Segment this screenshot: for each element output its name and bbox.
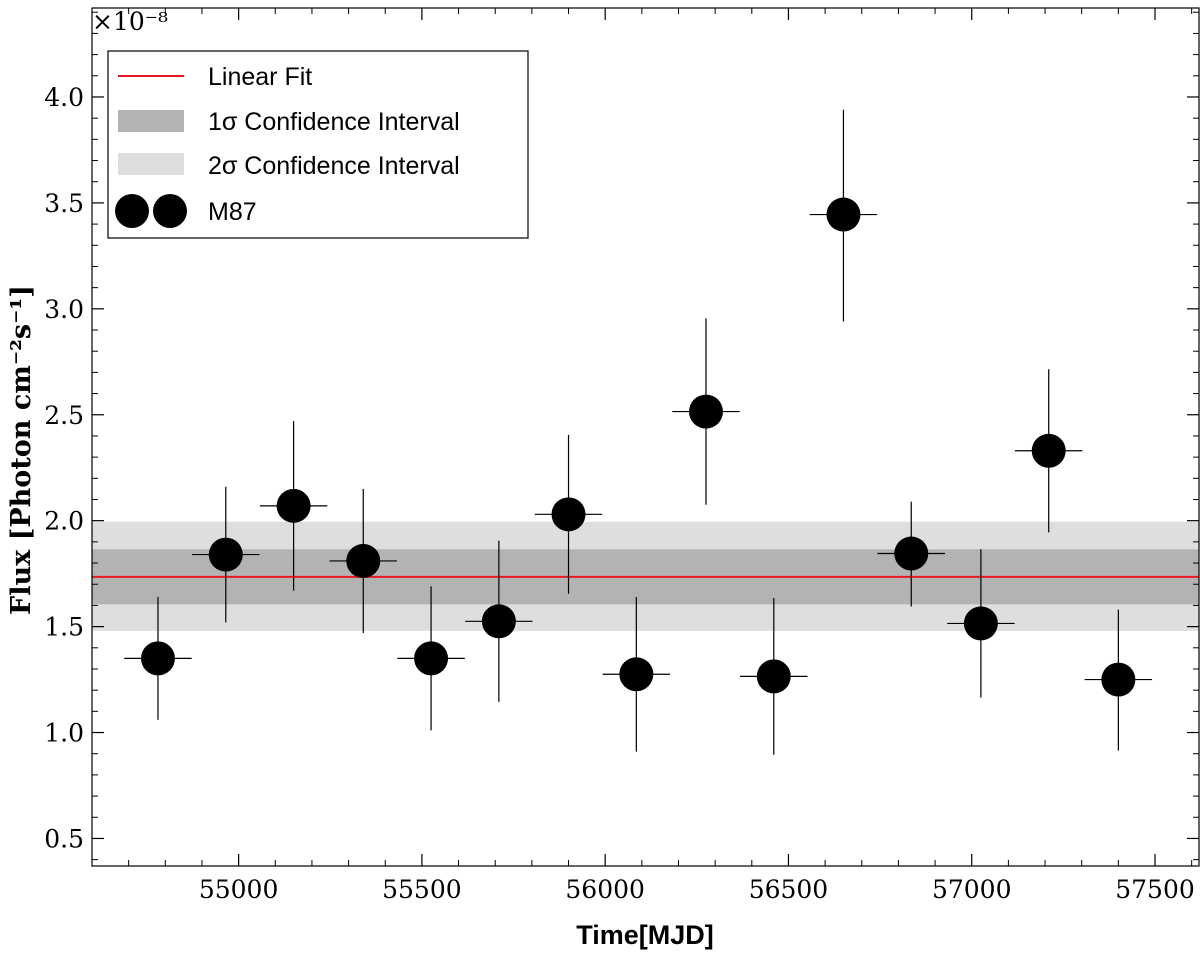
legend-series-label: M87 xyxy=(208,198,257,226)
data-point-12 xyxy=(877,501,945,607)
data-point-8 xyxy=(602,596,671,752)
data-point-13 xyxy=(947,549,1015,698)
data-point-3 xyxy=(259,421,328,591)
marker xyxy=(208,537,243,572)
marker xyxy=(1101,662,1136,697)
marker xyxy=(963,606,998,641)
marker xyxy=(276,488,311,523)
x-axis-label: Time[MJD] xyxy=(576,920,714,950)
legend-sigma1-label: 1σ Confidence Interval xyxy=(208,108,460,136)
y-tick-label: 2.5 xyxy=(44,401,84,430)
marker xyxy=(826,197,861,232)
legend-marker-2 xyxy=(153,194,187,228)
y-tick-label: 3.5 xyxy=(44,189,84,218)
x-tick-label: 56500 xyxy=(749,875,829,904)
marker xyxy=(481,604,516,639)
y-tick-label: 3.0 xyxy=(44,295,84,324)
data-points xyxy=(124,109,1153,755)
marker xyxy=(688,394,723,429)
data-point-7 xyxy=(534,434,603,594)
legend-marker-1 xyxy=(115,194,149,228)
plot-frame xyxy=(91,7,1200,867)
data-point-1 xyxy=(124,596,192,720)
marker xyxy=(756,659,791,694)
legend-sigma2-label: 2σ Confidence Interval xyxy=(208,152,460,180)
data-point-2 xyxy=(192,486,260,623)
x-tick-label: 57500 xyxy=(1115,875,1195,904)
y-tick-label: 0.5 xyxy=(44,824,84,853)
x-tick-label: 55000 xyxy=(199,875,279,904)
data-point-4 xyxy=(329,488,397,633)
data-point-15 xyxy=(1084,609,1153,751)
legend-fit-label: Linear Fit xyxy=(208,63,312,91)
data-point-6 xyxy=(465,540,533,702)
x-tick-label: 56000 xyxy=(565,875,645,904)
data-point-9 xyxy=(672,318,740,505)
marker xyxy=(619,657,654,692)
y-tick-label: 2.0 xyxy=(44,507,84,536)
data-point-5 xyxy=(397,586,465,731)
x-tick-label: 55500 xyxy=(382,875,462,904)
y-tick-label: 1.5 xyxy=(44,613,84,642)
y-multiplier: ×10⁻⁸ xyxy=(92,7,168,36)
marker xyxy=(551,497,586,532)
y-tick-label: 4.0 xyxy=(44,83,84,112)
data-point-10 xyxy=(740,598,808,755)
marker xyxy=(140,641,175,676)
x-tick-label: 57000 xyxy=(932,875,1012,904)
legend-sigma1-swatch xyxy=(118,110,184,132)
marker xyxy=(894,536,929,571)
y-tick-label: 1.0 xyxy=(44,719,84,748)
data-point-11 xyxy=(809,109,878,322)
y-axis-label: Flux [Photon cm⁻²s⁻¹] xyxy=(6,285,37,615)
marker xyxy=(346,543,381,578)
axes: 55000 55500 56000 56500 57000 57500 0.5 1.0 1.5 2… xyxy=(44,7,1200,904)
legend-sigma2-swatch xyxy=(118,153,184,175)
marker xyxy=(1031,433,1066,468)
data-point-14 xyxy=(1014,369,1083,533)
legend: Linear Fit 1σ Confidence Interval 2σ Con… xyxy=(107,50,529,239)
marker xyxy=(414,641,449,676)
